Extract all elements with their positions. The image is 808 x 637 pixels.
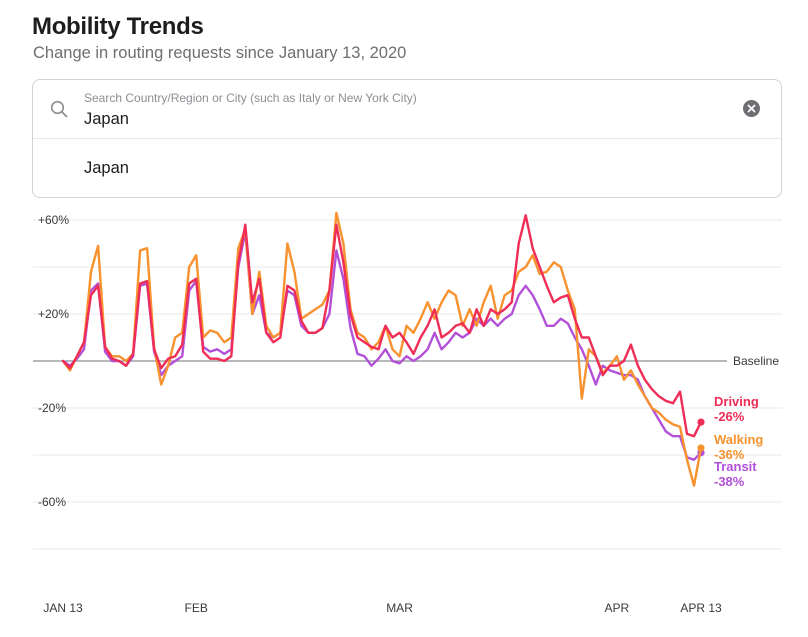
x-tick-label: FEB [185,601,208,615]
series-end-point-driving [697,418,705,426]
series-value-driving: -26% [714,409,745,424]
series-line-driving [61,214,703,438]
series-line-transit [61,230,703,461]
search-panel: Search Country/Region or City (such as I… [32,79,782,198]
x-tick-label: MAR [386,601,413,615]
series-label-driving: Driving [714,394,759,409]
series-value-transit: -38% [714,474,745,489]
search-placeholder: Search Country/Region or City (such as I… [84,91,417,105]
series-value-walking: -36% [714,447,745,462]
close-icon [747,104,756,113]
y-tick-label: +20% [38,307,69,321]
series-label-transit: Transit [714,459,757,474]
mobility-chart: Baseline +60% +20% -20% -60% JAN 13 FEB MAR APR A… [33,211,782,615]
y-tick-label: -20% [38,401,66,415]
y-tick-label: +60% [38,213,69,227]
search-suggestion-label: Japan [84,159,129,177]
page-subtitle: Change in routing requests since January… [33,44,407,62]
search-suggestion[interactable]: Japan [33,140,781,198]
y-tick-label: -60% [38,495,66,509]
search-input[interactable]: Japan [84,110,129,128]
x-tick-label: APR 13 [680,601,722,615]
search-icon [50,100,68,118]
series-line-walking [61,211,703,487]
x-tick-label: JAN 13 [43,601,83,615]
page-title: Mobility Trends [32,13,204,40]
series-label-walking: Walking [714,432,763,447]
baseline-label: Baseline [733,354,779,368]
x-tick-label: APR [605,601,630,615]
search-field[interactable]: Search Country/Region or City (such as I… [33,80,781,139]
clear-search-button[interactable] [743,100,760,117]
series-end-point-walking [697,444,705,452]
